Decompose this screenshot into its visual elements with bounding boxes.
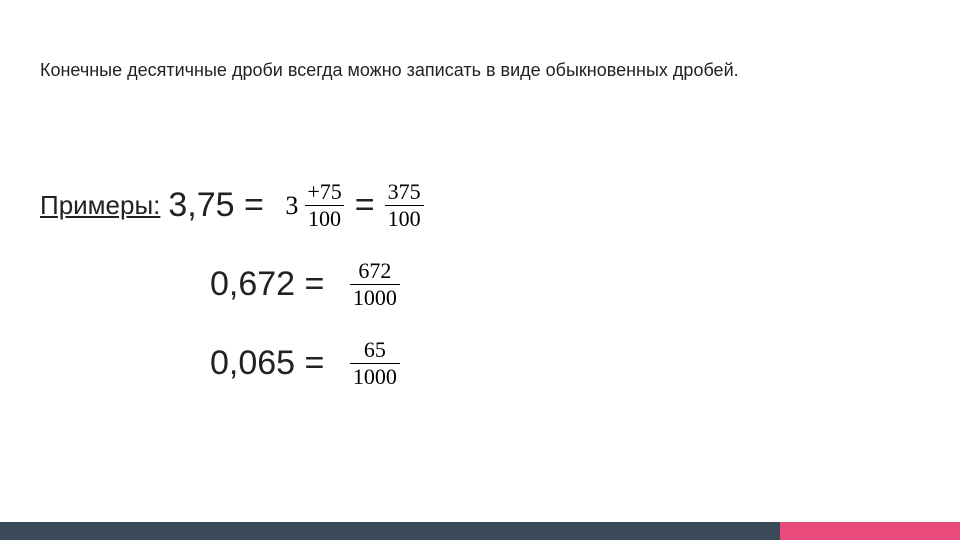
example-row-1: Примеры: 3,75 = 3 +75 100 = 375 100 xyxy=(40,181,920,230)
decimal-value: 0,672 = xyxy=(210,265,324,304)
fraction-denominator: 1000 xyxy=(350,363,400,388)
fraction-numerator: 375 xyxy=(385,181,424,205)
fraction: 672 1000 xyxy=(350,260,400,309)
examples-label: Примеры: xyxy=(40,190,160,221)
fraction-denominator: 1000 xyxy=(350,284,400,309)
equals-sign: = xyxy=(355,186,375,225)
decimal-value: 0,065 = xyxy=(210,344,324,383)
example-row-3: 0,065 = 65 1000 xyxy=(210,339,920,388)
decimal-value: 3,75 = xyxy=(168,186,263,225)
fraction-denominator: 100 xyxy=(385,205,424,230)
fraction-numerator: 65 xyxy=(361,339,389,363)
footer-grey-segment xyxy=(0,522,780,540)
fraction-numerator: 672 xyxy=(355,260,394,284)
fraction-numerator: +75 xyxy=(304,181,344,205)
footer-pink-segment xyxy=(780,522,960,540)
fraction: 65 1000 xyxy=(350,339,400,388)
fraction-2: 375 100 xyxy=(385,181,424,230)
heading-text: Конечные десятичные дроби всегда можно з… xyxy=(40,60,920,81)
fraction-1: +75 100 xyxy=(304,181,344,230)
example-row-2: 0,672 = 672 1000 xyxy=(210,260,920,309)
whole-part: 3 xyxy=(285,191,298,221)
fraction-denominator: 100 xyxy=(305,205,344,230)
footer-bar xyxy=(0,522,960,540)
